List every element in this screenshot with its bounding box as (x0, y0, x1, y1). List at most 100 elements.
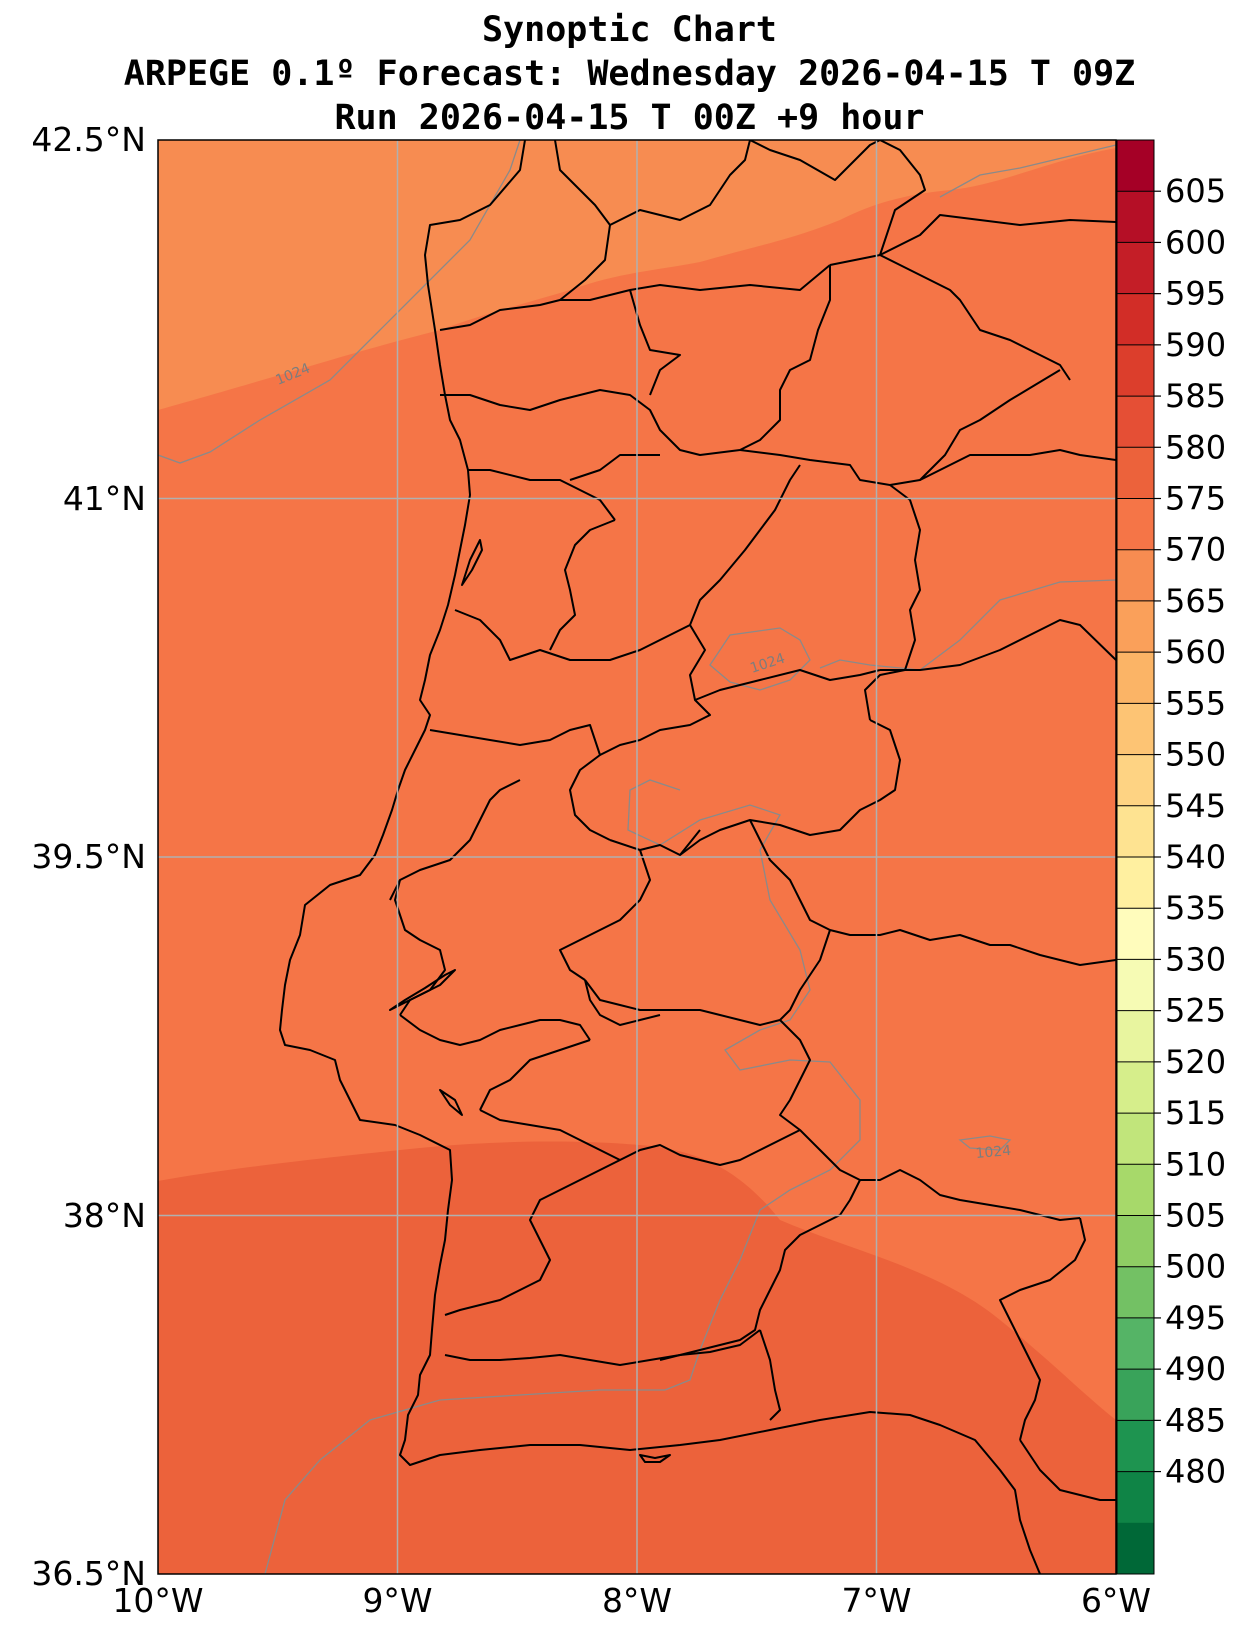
colorbar-swatch (1117, 1215, 1154, 1268)
district-boundary (919, 449, 1116, 481)
colorbar-label: 520 (1165, 1043, 1226, 1081)
district-boundary (1019, 1439, 1116, 1501)
lat-label: 42.5°N (31, 120, 146, 159)
estuary (461, 539, 483, 586)
district-boundary (629, 289, 681, 396)
district-boundary (479, 1039, 591, 1111)
colorbar-swatch (1117, 754, 1154, 807)
chart-title: Synoptic Chart ARPEGE 0.1º Forecast: Wed… (0, 8, 1259, 140)
district-boundary (599, 624, 711, 756)
district-boundary (749, 140, 881, 181)
colorbar-swatch (1117, 1164, 1154, 1216)
district-boundary (439, 264, 831, 331)
colorbar-swatch (1117, 703, 1154, 756)
title-line-1: Synoptic Chart (481, 10, 777, 50)
colorbar-swatch (1117, 447, 1154, 499)
lat-label: 36.5°N (31, 1554, 146, 1593)
district-boundary (749, 819, 1116, 966)
lon-label: 8°W (602, 1581, 672, 1620)
lat-label: 38°N (63, 1196, 146, 1235)
colorbar-swatch (1117, 600, 1154, 653)
district-boundary (429, 724, 611, 841)
colorbar: 605 600 595 590 585 580 575 570 565 560 555 550 545 5… (1116, 139, 1226, 1575)
colorbar-swatch (1117, 1522, 1154, 1575)
lon-label: 6°W (1081, 1581, 1151, 1620)
colorbar-label: 490 (1165, 1350, 1226, 1388)
lat-label: 39.5°N (31, 837, 146, 876)
colorbar-swatch (1117, 1061, 1154, 1114)
isobar-label: 1024 (975, 1143, 1012, 1162)
district-boundary (759, 1329, 781, 1421)
colorbar-swatch (1117, 652, 1154, 704)
district-boundary (444, 1329, 761, 1366)
colorbar-label: 510 (1165, 1145, 1226, 1183)
map-frame (157, 139, 1117, 1575)
colorbar-label: 540 (1165, 838, 1226, 876)
graticule (158, 140, 1116, 1574)
district-boundary (444, 1159, 621, 1316)
district-boundary (468, 469, 616, 521)
colorbar-label: 515 (1165, 1094, 1226, 1132)
colorbar-label: 560 (1165, 633, 1226, 671)
colorbar-label: 525 (1165, 992, 1226, 1030)
estuary (389, 969, 456, 1011)
district-boundary (679, 719, 901, 856)
colorbar-label: 605 (1165, 172, 1226, 210)
district-boundary (454, 609, 691, 661)
colorbar-swatch (1117, 908, 1154, 960)
colorbar-label: 485 (1165, 1401, 1226, 1439)
colorbar-label: 575 (1165, 480, 1226, 518)
lat-label: 41°N (63, 479, 146, 518)
district-boundary (739, 265, 831, 451)
colorbar-label: 585 (1165, 377, 1226, 415)
colorbar-swatch (1117, 1266, 1154, 1319)
colorbar-swatch (1117, 959, 1154, 1012)
colorbar-label: 535 (1165, 889, 1226, 927)
district-boundary (584, 929, 831, 1026)
district-boundary (584, 979, 661, 1026)
isobar-line (627, 779, 861, 1391)
colorbar-label: 550 (1165, 736, 1226, 774)
colorbar-label: 505 (1165, 1197, 1226, 1235)
district-boundary (479, 1109, 801, 1166)
colorbar-label: 600 (1165, 223, 1226, 261)
district-boundary (829, 254, 1071, 381)
colorbar-swatch (1117, 140, 1154, 192)
lon-label: 10°W (112, 1581, 203, 1620)
longitude-labels: 10°W 9°W 8°W 7°W 6°W (112, 1581, 1151, 1620)
isobar-line (264, 1389, 665, 1574)
district-boundary (999, 1217, 1086, 1441)
colorbar-swatch (1117, 549, 1154, 602)
district-boundary (659, 1179, 861, 1361)
district-boundary (399, 1014, 591, 1046)
colorbar-label: 590 (1165, 326, 1226, 364)
colorbar-swatch (1117, 1113, 1154, 1165)
colorbar-swatch (1117, 396, 1154, 448)
colorbar-label: 565 (1165, 582, 1226, 620)
title-line-2: ARPEGE 0.1º Forecast: Wednesday 2026-04-… (123, 54, 1136, 94)
colorbar-swatch (1117, 191, 1154, 243)
district-boundary (389, 779, 521, 901)
colorbar-swatch (1117, 857, 1154, 909)
isobar-line (939, 144, 1116, 198)
colorbar-swatch (1117, 293, 1154, 346)
latitude-labels: 42.5°N 41°N 39.5°N 38°N 36.5°N (31, 120, 146, 1593)
colorbar-swatch (1117, 498, 1154, 551)
district-boundary (559, 849, 651, 981)
colorbar-label: 545 (1165, 787, 1226, 825)
district-boundary (694, 669, 881, 701)
colorbar-label: 500 (1165, 1248, 1226, 1286)
title-line-3: Run 2026-04-15 T 00Z +9 hour (334, 98, 925, 138)
colorbar-swatch (1117, 1317, 1154, 1370)
colorbar-label: 495 (1165, 1299, 1226, 1337)
district-boundary (569, 454, 660, 481)
district-boundary (689, 464, 801, 626)
river-mouth (639, 1454, 671, 1463)
colorbar-label: 555 (1165, 684, 1226, 722)
colorbar-label: 480 (1165, 1453, 1226, 1491)
estuary (439, 1089, 463, 1116)
district-boundary (440, 389, 741, 456)
colorbar-swatch (1117, 805, 1154, 858)
lon-label: 7°W (841, 1581, 911, 1620)
district-boundary (880, 619, 1116, 671)
